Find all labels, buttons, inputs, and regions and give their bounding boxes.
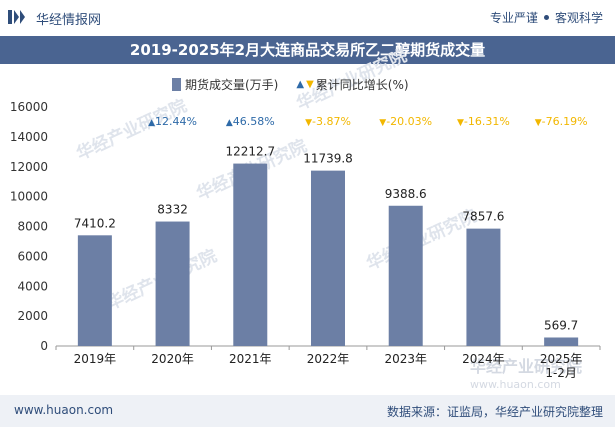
watermark-url: www.huaon.com (470, 378, 561, 391)
y-tick-label: 2000 (17, 309, 48, 323)
growth-label: ▲46.58% (226, 115, 275, 128)
y-tick-label: 10000 (10, 190, 48, 204)
footer-bar: www.huaon.com 数据来源：证监局，华经产业研究院整理 (0, 395, 615, 427)
tagline-left: 专业严谨 (489, 11, 538, 25)
legend-bar-swatch (172, 78, 181, 91)
x-tick-label: 1-2月 (545, 366, 577, 380)
x-tick-label: 2022年 (307, 352, 350, 366)
bar (466, 228, 501, 346)
up-triangle-icon: ▲ (226, 118, 233, 128)
footer-url: www.huaon.com (14, 403, 114, 417)
footer-source: 数据来源：证监局，华经产业研究院整理 (386, 405, 603, 419)
growth-value: -76.19% (542, 115, 588, 128)
growth-label: ▼-20.03% (379, 115, 432, 128)
huajing-logo-icon (8, 10, 25, 24)
x-tick-label: 2023年 (384, 352, 427, 366)
down-triangle-icon: ▼ (457, 118, 464, 128)
bar-value-label: 569.7 (544, 318, 578, 332)
bar (311, 170, 345, 346)
legend-series-growth: 累计同比增长(%) (315, 78, 409, 92)
tagline: 专业严谨 客观科学 (490, 9, 603, 26)
growth-value: 12.44% (155, 115, 197, 128)
bar (77, 235, 112, 346)
growth-value: 46.58% (233, 115, 275, 128)
up-triangle-icon: ▲ (148, 118, 155, 128)
growth-label: ▼-16.31% (457, 115, 510, 128)
y-tick-label: 14000 (10, 130, 48, 144)
y-tick-label: 0 (40, 339, 48, 353)
tagline-right: 客观科学 (554, 11, 603, 25)
growth-value: -20.03% (386, 115, 432, 128)
down-triangle-icon: ▼ (379, 118, 386, 128)
bar-chart: 华经产业研究院华经产业研究院华经产业研究院华经产业研究院华经产业研究院华经产业研… (10, 45, 601, 391)
growth-value: -16.31% (464, 115, 510, 128)
y-tick-label: 8000 (17, 220, 48, 234)
brand-name: 华经情报网 (36, 13, 102, 28)
x-tick-label: 2021年 (229, 352, 272, 366)
x-tick-label: 2024年 (462, 352, 505, 366)
watermark-text: 华经产业研究院 (73, 95, 190, 164)
bar-value-label: 9388.6 (385, 187, 427, 201)
down-triangle-icon: ▼ (535, 118, 542, 128)
x-tick-label: 2019年 (74, 352, 117, 366)
bar (233, 163, 268, 346)
bar (544, 337, 579, 346)
bar (388, 205, 423, 346)
bar-value-label: 11739.8 (303, 152, 353, 166)
chart-legend: 期货成交量(万手) ▲ ▼ 累计同比增长(%) (172, 76, 409, 93)
legend-up-triangle-icon: ▲ (296, 79, 305, 90)
watermark-text: 华经产业研究院 (470, 357, 582, 376)
down-triangle-icon: ▼ (305, 118, 312, 128)
growth-value: -3.87% (312, 115, 351, 128)
growth-label: ▲12.44% (148, 115, 197, 128)
y-tick-label: 16000 (10, 100, 48, 114)
growth-label: ▼-76.19% (535, 115, 588, 128)
legend-series-volume: 期货成交量(万手) (185, 78, 279, 92)
y-tick-label: 6000 (17, 249, 48, 263)
y-tick-label: 4000 (17, 279, 48, 293)
x-tick-label: 2020年 (151, 352, 194, 366)
bar (155, 221, 190, 346)
bar-value-label: 12212.7 (225, 145, 275, 159)
growth-label: ▼-3.87% (305, 115, 351, 128)
bar-value-label: 7410.2 (74, 216, 116, 230)
bar-value-label: 8332 (157, 203, 188, 217)
bar-value-label: 7857.6 (462, 210, 504, 224)
y-tick-label: 12000 (10, 160, 48, 174)
x-tick-label: 2025年 (540, 352, 583, 366)
legend-down-triangle-icon: ▼ (306, 79, 314, 90)
bullet-dot-icon (543, 15, 549, 20)
chart-title: 2019-2025年2月大连商品交易所乙二醇期货成交量 (0, 36, 615, 64)
header-bar: 华经情报网 专业严谨 客观科学 (0, 0, 615, 36)
